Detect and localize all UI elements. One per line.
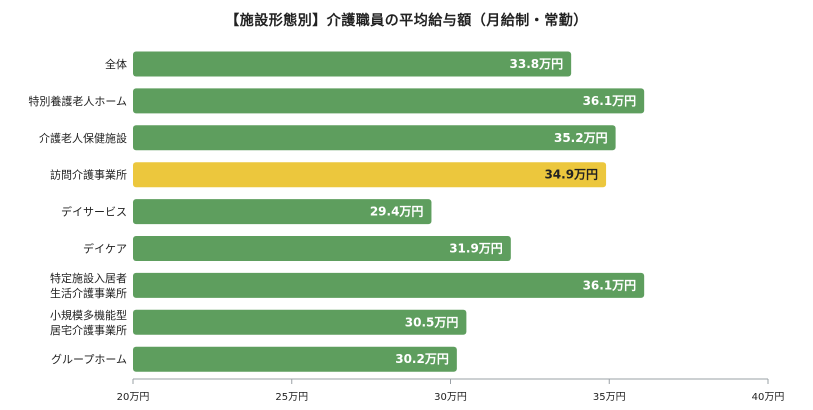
bar-2 [133, 125, 616, 151]
category-label-6-line-0: 特定施設入居者 [50, 271, 127, 285]
x-tick-label-0: 20万円 [117, 392, 150, 403]
value-label-7: 30.5万円 [405, 315, 459, 329]
value-label-4: 29.4万円 [370, 205, 424, 219]
value-label-6: 36.1万円 [583, 278, 637, 292]
bar-8 [133, 346, 457, 372]
x-tick-label-1: 25万円 [275, 392, 308, 403]
bar-0 [133, 51, 572, 77]
category-label-5: デイケア [83, 242, 127, 256]
bar-5 [133, 236, 511, 261]
category-label-0: 全体 [105, 57, 127, 71]
category-label-7-line-0: 小規模多機能型 [50, 308, 127, 322]
value-label-0: 33.8万円 [510, 57, 564, 71]
value-label-3: 34.9万円 [544, 168, 598, 182]
bar-7 [133, 309, 467, 335]
chart-title: 【施設形態別】介護職員の平均給与額（月給制・常勤） [225, 13, 588, 29]
x-tick-label-3: 35万円 [593, 392, 626, 403]
category-label-6-line-1: 生活介護事業所 [50, 286, 127, 300]
x-tick-label-2: 30万円 [434, 392, 467, 403]
value-label-1: 36.1万円 [583, 94, 637, 108]
category-label-7-line-1: 居宅介護事業所 [50, 323, 127, 337]
value-label-5: 31.9万円 [449, 242, 503, 256]
bar-6 [133, 272, 645, 298]
bar-3 [133, 162, 607, 188]
category-label-3: 訪問介護事業所 [50, 168, 127, 182]
value-label-2: 35.2万円 [554, 131, 608, 145]
category-labels: 全体特別養護老人ホーム介護老人保健施設訪問介護事業所デイサービスデイケア特定施設… [28, 57, 127, 366]
category-label-2: 介護老人保健施設 [39, 131, 127, 145]
category-label-4: デイサービス [61, 205, 127, 219]
x-tick-labels: 20万円 25万円 30万円 35万円 40万円 [117, 379, 785, 403]
value-label-8: 30.2万円 [395, 352, 449, 366]
bar-1 [133, 88, 645, 114]
x-tick-label-4: 40万円 [752, 392, 785, 403]
category-label-8: グループホーム [51, 352, 127, 366]
bars-layer: 33.8万円 36.1万円 35.2万円 34.9万円 29.4万円 31.9万円 36.1… [133, 51, 645, 372]
bar-4 [133, 199, 432, 225]
category-label-1: 特別養護老人ホーム [28, 94, 127, 108]
